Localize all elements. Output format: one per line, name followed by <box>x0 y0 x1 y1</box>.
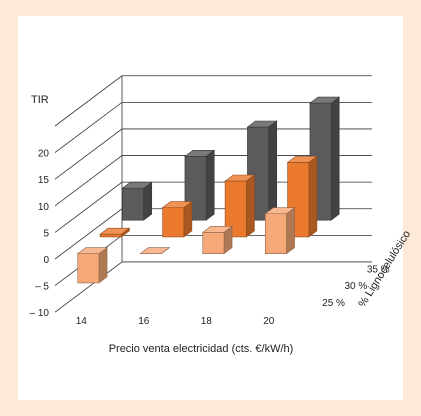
series-label: 35 % <box>367 264 390 275</box>
bar-front <box>202 232 225 254</box>
bar <box>139 247 171 254</box>
y-tick-label: 5 <box>43 228 49 239</box>
bar-front <box>122 187 144 221</box>
bar-side <box>143 181 153 221</box>
bar-top <box>224 174 256 182</box>
text-layer: TIR Precio venta electricidad (cts. €/kW… <box>30 94 414 355</box>
bar-top <box>99 227 131 235</box>
bar-front <box>264 213 287 254</box>
x-tick-label: 14 <box>76 316 88 327</box>
y-tick-label: 20 <box>38 149 50 160</box>
bar <box>224 174 256 238</box>
bar-top <box>121 181 153 189</box>
bar-side <box>308 155 318 238</box>
bar-top <box>264 207 296 215</box>
bar-top <box>161 201 193 208</box>
x-tick-label: 18 <box>201 316 213 327</box>
bar-top <box>201 226 233 233</box>
series-label: 30 % <box>345 281 368 292</box>
bar-top <box>309 96 341 104</box>
bar <box>184 149 216 221</box>
bar <box>76 247 108 284</box>
bar-side <box>205 149 215 221</box>
y-tick-label: – 5 <box>35 282 49 293</box>
bar-top <box>286 156 318 163</box>
x-tick-label: 16 <box>138 316 150 327</box>
y-tick-label: 0 <box>43 255 49 266</box>
bar <box>99 227 131 238</box>
bar-top <box>246 120 278 128</box>
x-axis-label: Precio venta electricidad (cts. €/kW/h) <box>109 343 294 355</box>
series-label: 25 % <box>322 298 345 309</box>
bar <box>201 225 233 255</box>
bar-front <box>77 253 100 284</box>
y-axis-label: TIR <box>31 94 49 106</box>
bar <box>121 181 153 221</box>
bar-top <box>139 247 171 254</box>
bar-top <box>184 149 216 157</box>
bar-front <box>162 207 185 238</box>
bar-top <box>76 247 108 254</box>
bar-side <box>246 174 255 238</box>
bar-side <box>330 96 340 221</box>
bar-side <box>286 207 295 255</box>
y-tick-label: 15 <box>38 175 50 186</box>
bar-front <box>99 233 122 238</box>
bar-side <box>268 120 278 221</box>
bar <box>264 207 296 255</box>
y-tick-label: – 10 <box>30 308 50 319</box>
y-tick-label: 10 <box>38 202 50 213</box>
bars-layer <box>76 96 341 284</box>
bar <box>161 201 193 238</box>
x-tick-label: 20 <box>263 316 275 327</box>
